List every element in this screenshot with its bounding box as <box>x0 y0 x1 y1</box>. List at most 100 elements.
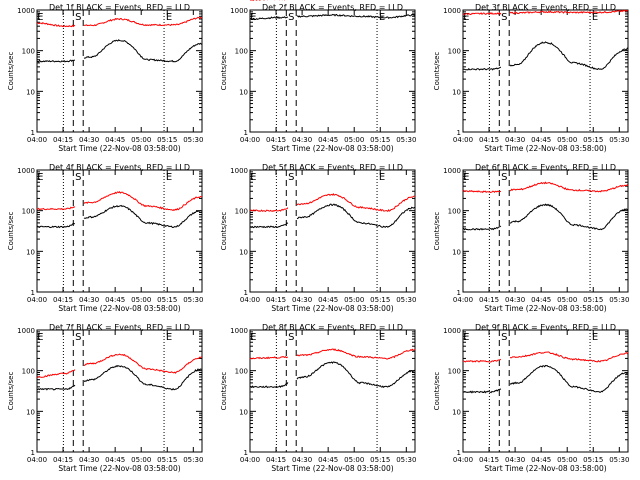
chart-title: Det 6f BLACK = Events, RED = LLD <box>475 163 616 172</box>
x-tick-label: 05:00 <box>344 456 364 464</box>
chart-title: Det 8f BLACK = Events, RED = LLD <box>262 323 403 332</box>
x-tick-label: 04:30 <box>505 136 525 144</box>
y-axis-label: Counts/sec <box>433 52 441 91</box>
event-marker-label: S <box>288 12 294 23</box>
x-axis-label: Start Time (22-Nov-08 03:58:00) <box>484 304 606 313</box>
x-tick-label: 04:15 <box>53 456 73 464</box>
y-tick-label: 1 <box>31 289 35 297</box>
x-tick-label: 04:30 <box>79 456 99 464</box>
chart-title: Det 2f BLACK = Events, RED = LLD <box>262 3 403 12</box>
event-marker-label: E <box>37 332 43 343</box>
x-tick-label: 04:00 <box>453 296 473 304</box>
x-axis-label: Start Time (22-Nov-08 03:58:00) <box>58 464 180 473</box>
x-axis-label: Start Time (22-Nov-08 03:58:00) <box>271 144 393 153</box>
event-marker-label: E <box>463 172 469 183</box>
event-marker-label: S <box>501 332 507 343</box>
plot-frame <box>249 9 416 133</box>
x-tick-label: 05:00 <box>131 456 151 464</box>
y-tick-label: 100 <box>22 368 35 376</box>
event-marker-label: S <box>288 172 294 183</box>
plot-frame <box>462 9 629 133</box>
y-tick-label: 1 <box>457 129 461 137</box>
y-tick-label: 10 <box>26 408 35 416</box>
y-tick-label: 10 <box>452 248 461 256</box>
y-tick-label: 1000 <box>443 167 461 175</box>
lld-series-line <box>36 353 202 379</box>
x-tick-label: 04:15 <box>53 136 73 144</box>
y-tick-label: 1000 <box>443 7 461 15</box>
y-tick-label: 100 <box>235 368 248 376</box>
lld-series-line <box>462 181 629 194</box>
lld-series-line <box>462 351 629 363</box>
y-tick-label: 100 <box>448 368 461 376</box>
event-marker-label: S <box>288 332 294 343</box>
lld-series-line <box>462 9 629 16</box>
x-axis-label: Start Time (22-Nov-08 03:58:00) <box>271 304 393 313</box>
x-tick-label: 05:00 <box>344 136 364 144</box>
x-tick-label: 05:15 <box>157 296 177 304</box>
y-tick-label: 1000 <box>230 327 248 335</box>
plot-frame <box>249 329 416 453</box>
event-marker-label: E <box>463 12 469 23</box>
y-tick-label: 1000 <box>17 7 35 15</box>
x-tick-label: 05:15 <box>583 456 603 464</box>
y-tick-label: 1 <box>244 129 248 137</box>
x-tick-label: 05:00 <box>557 456 577 464</box>
x-axis-label: Start Time (22-Nov-08 03:58:00) <box>58 304 180 313</box>
y-tick-label: 1 <box>31 449 35 457</box>
plot-frame <box>36 9 203 133</box>
y-axis-label: Counts/sec <box>7 52 15 91</box>
x-tick-label: 04:30 <box>505 456 525 464</box>
x-tick-label: 04:15 <box>266 136 286 144</box>
x-tick-label: 04:15 <box>479 296 499 304</box>
y-tick-label: 10 <box>452 88 461 96</box>
x-tick-label: 04:45 <box>318 456 338 464</box>
y-tick-label: 1000 <box>230 167 248 175</box>
x-tick-label: 04:00 <box>27 136 47 144</box>
events-series-line <box>249 13 416 21</box>
event-marker-label: E <box>592 332 598 343</box>
x-tick-label: 05:30 <box>183 296 203 304</box>
y-tick-label: 10 <box>239 88 248 96</box>
detector-panel: Det 1f BLACK = Events, RED = LLD 1 10 100 10… <box>7 3 203 153</box>
events-series-line <box>37 204 203 229</box>
event-marker-label: E <box>250 12 256 23</box>
events-series-line <box>36 39 203 63</box>
x-tick-label: 05:30 <box>609 296 629 304</box>
y-tick-label: 10 <box>239 248 248 256</box>
event-marker-label: S <box>75 332 81 343</box>
chart-title: Det 7f BLACK = Events, RED = LLD <box>49 323 190 332</box>
x-tick-label: 04:00 <box>240 456 260 464</box>
x-tick-label: 05:30 <box>609 456 629 464</box>
y-tick-label: 10 <box>452 408 461 416</box>
x-tick-label: 05:30 <box>396 136 416 144</box>
events-series-line <box>462 41 629 71</box>
event-marker-label: E <box>37 12 43 23</box>
detector-panel: Det 5f BLACK = Events, RED = LLD 1 10 100 10… <box>220 163 416 313</box>
event-marker-label: S <box>75 12 81 23</box>
events-series-line <box>36 364 203 391</box>
y-tick-label: 1000 <box>17 327 35 335</box>
x-tick-label: 05:30 <box>183 136 203 144</box>
detector-panel: Det 4f BLACK = Events, RED = LLD 1 10 100 10… <box>7 163 203 313</box>
detector-panel: Det 7f BLACK = Events, RED = LLD 1 10 100 10… <box>7 323 203 473</box>
x-tick-label: 04:15 <box>479 136 499 144</box>
y-tick-label: 10 <box>26 248 35 256</box>
x-axis-label: Start Time (22-Nov-08 03:58:00) <box>484 464 606 473</box>
x-tick-label: 04:45 <box>318 136 338 144</box>
x-tick-label: 04:00 <box>27 296 47 304</box>
x-tick-label: 04:00 <box>453 136 473 144</box>
event-marker-label: E <box>379 332 385 343</box>
x-tick-label: 05:15 <box>370 136 390 144</box>
y-tick-label: 1 <box>457 449 461 457</box>
x-tick-label: 05:30 <box>396 296 416 304</box>
chart-title: Det 1f BLACK = Events, RED = LLD <box>49 3 190 12</box>
y-axis-label: Counts/sec <box>220 372 228 411</box>
y-tick-label: 10 <box>26 88 35 96</box>
event-marker-label: S <box>75 172 81 183</box>
plot-frame <box>249 169 416 293</box>
y-tick-label: 100 <box>22 208 35 216</box>
x-tick-label: 04:15 <box>479 456 499 464</box>
x-axis-label: Start Time (22-Nov-08 03:58:00) <box>271 464 393 473</box>
